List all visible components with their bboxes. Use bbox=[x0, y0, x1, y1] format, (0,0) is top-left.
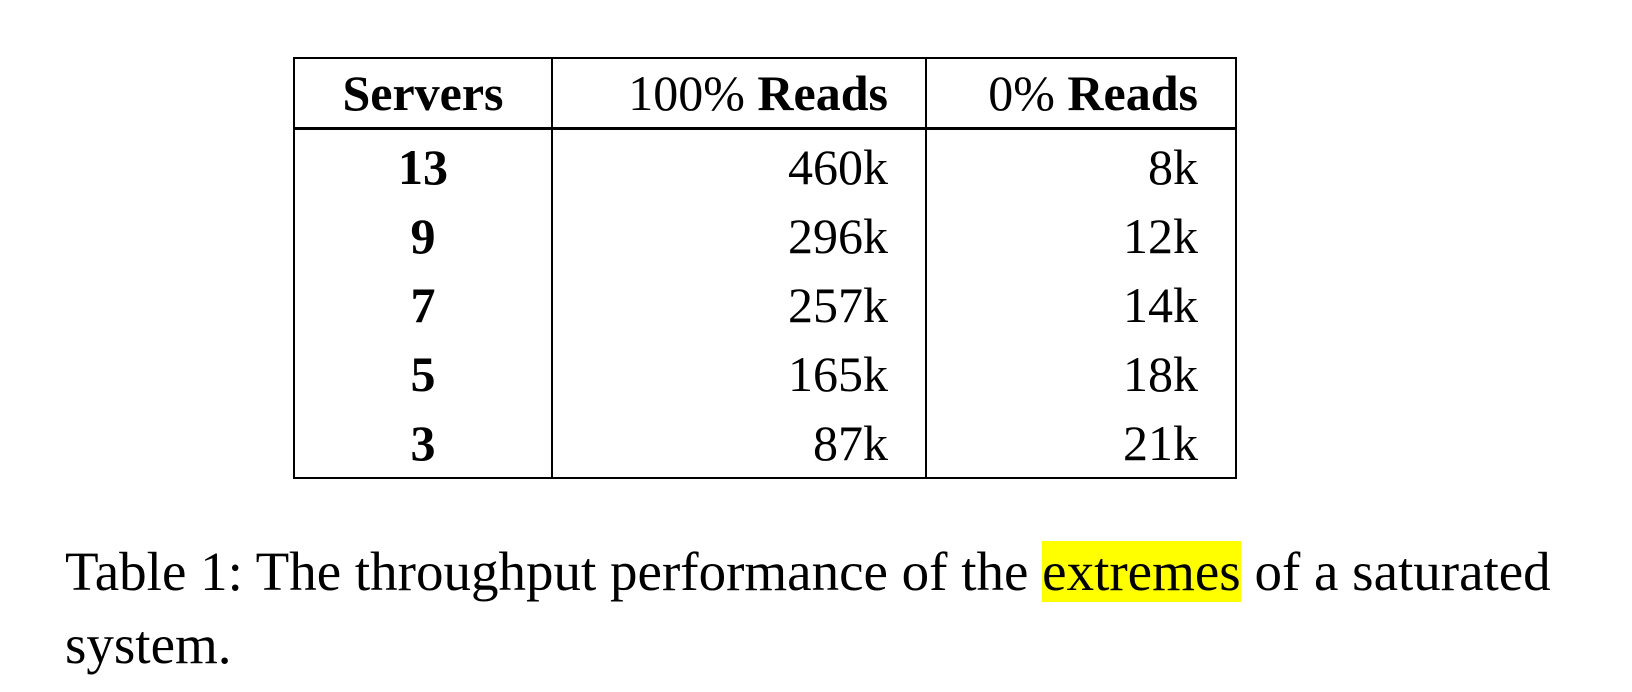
table-caption: Table 1: The throughput performance of t… bbox=[65, 535, 1565, 681]
reads-100-cell: 460k bbox=[552, 128, 927, 201]
table-row: 5 165k 18k bbox=[294, 339, 1236, 408]
reads-100-cell: 165k bbox=[552, 339, 927, 408]
servers-cell: 13 bbox=[294, 128, 553, 201]
reads-0-cell: 18k bbox=[1123, 345, 1198, 402]
table-row: 9 296k 12k bbox=[294, 201, 1236, 270]
servers-cell: 3 bbox=[294, 408, 553, 478]
table-header-row: Servers 100% Reads 0% Reads bbox=[294, 58, 1236, 130]
reads-0-cell: 12k bbox=[1123, 207, 1198, 264]
servers-cell: 9 bbox=[294, 201, 553, 270]
results-table: Servers 100% Reads 0% Reads 13 460k 8k 9… bbox=[293, 57, 1237, 479]
table-row: 13 460k 8k bbox=[294, 128, 1236, 201]
reads-0-cell: 21k bbox=[1123, 414, 1198, 471]
reads-0-cell: 14k bbox=[1123, 276, 1198, 333]
table-row: 7 257k 14k bbox=[294, 270, 1236, 339]
header-servers: Servers bbox=[294, 58, 553, 130]
header-100-reads: 100% Reads bbox=[552, 58, 927, 130]
reads-0-cell: 8k bbox=[1148, 138, 1198, 195]
reads-100-cell: 87k bbox=[552, 408, 927, 478]
header-0-reads: 0% Reads bbox=[926, 58, 1236, 130]
caption-text: of a saturated system. bbox=[65, 541, 1551, 675]
servers-cell: 5 bbox=[294, 339, 553, 408]
caption-highlighted-word: extremes bbox=[1042, 541, 1241, 602]
reads-100-cell: 257k bbox=[552, 270, 927, 339]
caption-text: Table 1: The throughput performance of t… bbox=[65, 541, 1043, 602]
reads-100-cell: 296k bbox=[552, 201, 927, 270]
servers-cell: 7 bbox=[294, 270, 553, 339]
table-row: 3 87k 21k bbox=[294, 408, 1236, 478]
